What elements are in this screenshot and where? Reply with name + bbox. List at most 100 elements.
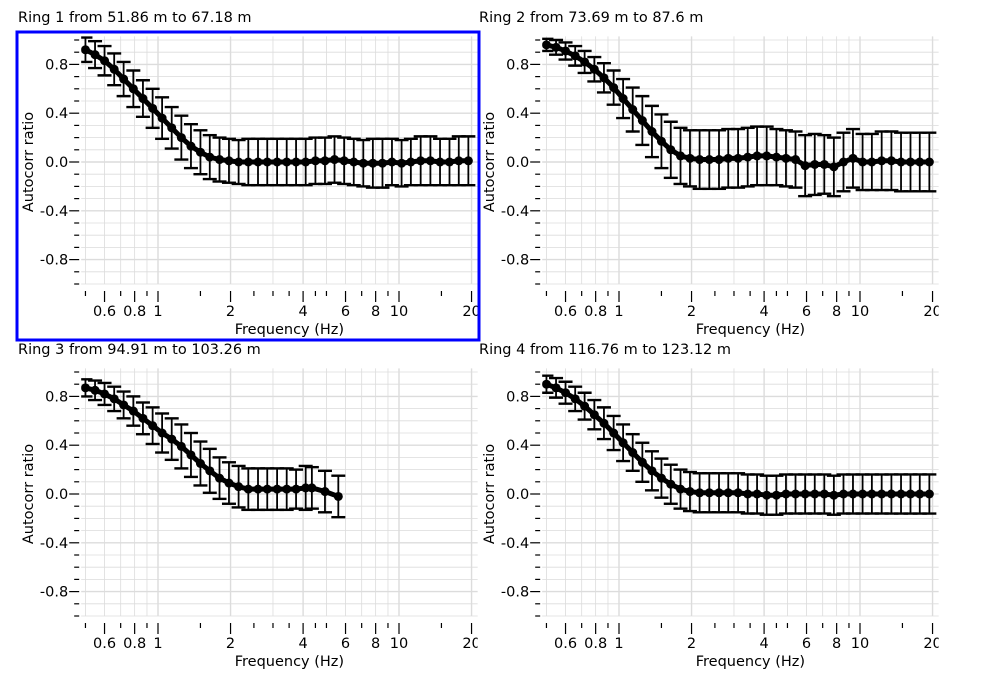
data-point[interactable] [253,484,263,494]
data-point[interactable] [119,400,129,410]
data-point[interactable] [138,94,148,104]
data-point[interactable] [714,155,724,165]
data-point[interactable] [791,489,801,499]
data-point[interactable] [858,157,868,167]
data-point[interactable] [157,113,167,123]
data-point[interactable] [157,428,167,438]
data-point[interactable] [886,489,896,499]
chart-panel-4[interactable]: Ring 4 from 116.76 m to 123.12 m 0.8 0.4 0.… [479,342,942,670]
data-point[interactable] [858,489,868,499]
data-point[interactable] [905,157,915,167]
data-point[interactable] [589,64,599,74]
data-point[interactable] [349,157,359,167]
data-point[interactable] [733,488,743,498]
data-point[interactable] [915,157,925,167]
data-point[interactable] [618,438,628,448]
data-point[interactable] [704,488,714,498]
data-point[interactable] [100,389,110,399]
data-point[interactable] [310,156,320,166]
data-point[interactable] [810,489,820,499]
data-point[interactable] [762,151,772,161]
data-point[interactable] [810,159,820,169]
data-point[interactable] [463,156,473,166]
data-point[interactable] [628,448,638,458]
data-point[interactable] [444,157,454,167]
data-point[interactable] [915,489,925,499]
chart-panel-2[interactable]: Ring 2 from 73.69 m to 87.6 m 0.8 0.4 0.0 -0… [479,10,942,338]
data-point[interactable] [838,157,848,167]
data-point[interactable] [138,413,148,423]
data-point[interactable] [454,156,464,166]
data-point[interactable] [301,483,311,493]
data-point[interactable] [628,105,638,115]
data-point[interactable] [551,42,561,52]
chart-panel-3[interactable]: Ring 3 from 94.91 m to 103.26 m 0.8 0.4 0.0… [18,342,481,670]
data-point[interactable] [800,489,810,499]
data-point[interactable] [570,51,580,61]
data-point[interactable] [377,158,387,168]
data-point[interactable] [695,488,705,498]
data-point[interactable] [307,483,317,493]
data-point[interactable] [561,388,571,398]
data-point[interactable] [723,153,733,163]
data-point[interactable] [339,156,349,166]
data-point[interactable] [90,50,100,60]
data-point[interactable] [186,450,196,460]
data-point[interactable] [685,487,695,497]
data-point[interactable] [819,489,829,499]
data-point[interactable] [704,155,714,165]
data-point[interactable] [580,401,590,411]
data-point[interactable] [877,489,887,499]
data-point[interactable] [330,155,340,165]
data-point[interactable] [676,151,686,161]
data-point[interactable] [542,40,551,50]
data-point[interactable] [637,457,647,467]
data-point[interactable] [333,491,343,501]
data-point[interactable] [848,153,858,163]
data-point[interactable] [829,162,839,172]
data-point[interactable] [829,490,839,500]
data-point[interactable] [609,83,619,93]
data-point[interactable] [90,385,100,395]
data-point[interactable] [771,490,781,500]
data-point[interactable] [666,145,676,155]
data-point[interactable] [838,489,848,499]
data-point[interactable] [205,466,215,476]
data-point[interactable] [867,489,877,499]
data-point[interactable] [743,152,753,162]
data-point[interactable] [272,484,282,494]
data-point[interactable] [886,156,896,166]
data-point[interactable] [215,155,225,165]
data-point[interactable] [752,489,762,499]
data-point[interactable] [656,136,666,146]
data-point[interactable] [291,484,301,494]
data-point[interactable] [733,153,743,163]
data-point[interactable] [819,159,829,169]
data-point[interactable] [924,489,934,499]
data-point[interactable] [186,141,196,151]
data-point[interactable] [551,383,561,393]
data-point[interactable] [81,383,90,393]
data-point[interactable] [924,157,934,167]
data-point[interactable] [195,459,205,468]
data-point[interactable] [262,157,272,167]
data-point[interactable] [358,158,368,168]
data-point[interactable] [291,157,301,167]
data-point[interactable] [647,466,657,476]
data-point[interactable] [416,156,426,166]
data-point[interactable] [599,73,609,83]
data-point[interactable] [762,490,772,500]
data-point[interactable] [100,56,110,66]
data-point[interactable] [695,155,705,165]
data-point[interactable] [234,157,244,167]
data-point[interactable] [877,156,887,166]
data-point[interactable] [771,152,781,162]
data-point[interactable] [406,157,416,167]
data-point[interactable] [752,151,762,161]
data-point[interactable] [205,152,215,162]
data-point[interactable] [647,127,657,136]
data-point[interactable] [609,428,619,438]
data-point[interactable] [599,418,609,428]
data-point[interactable] [262,484,272,494]
data-point[interactable] [570,394,580,404]
